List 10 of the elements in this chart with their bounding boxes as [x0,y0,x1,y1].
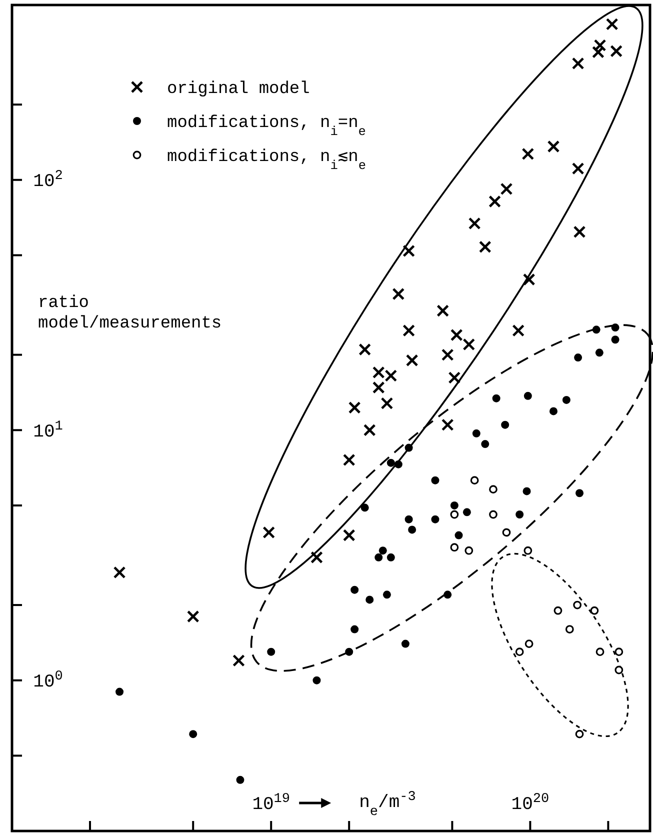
y-tick-label: 10$^{2}$ [33,168,63,192]
y-axis-title: ratio model/measurements [38,294,222,334]
x-tick-label: 10$^{20}$ [511,792,550,815]
x-axis-title: n$_{e}$/m$^{-3}$ [359,790,416,820]
legend-label: modifications, n$_{i}$=n$_{e}$ [167,114,366,138]
legend-label: modifications, n$_{i}$≲n$_{e}$ [167,148,366,172]
x-tick-label: 10$^{19}$ [252,792,290,815]
y-tick-label: 10$^{0}$ [33,669,63,693]
y-tick-label: 10$^{1}$ [33,418,63,442]
legend-label: original model [167,80,310,99]
